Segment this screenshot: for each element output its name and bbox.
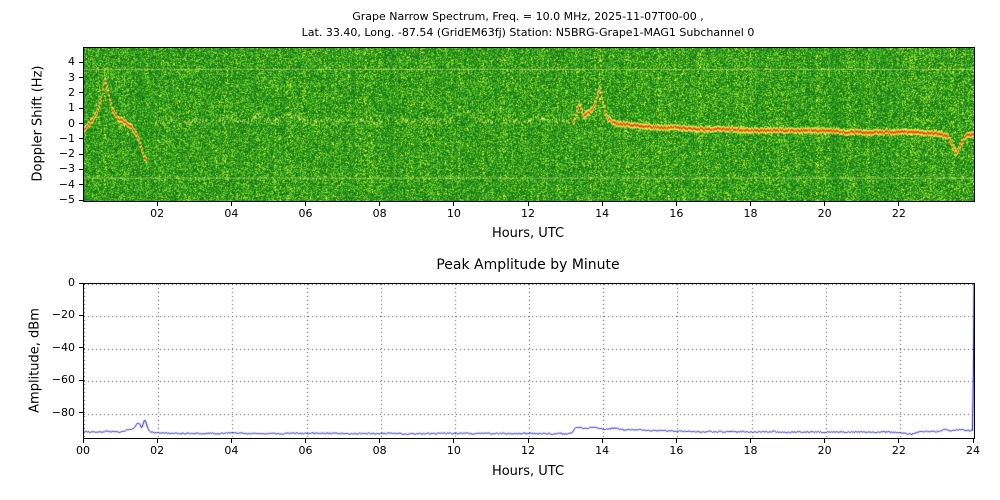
spectrogram-panel <box>83 47 975 202</box>
doppler-x-tick-label: 22 <box>884 207 914 220</box>
doppler-y-tick-label: −5 <box>41 193 75 206</box>
doppler-x-tick-mark <box>305 202 306 206</box>
amplitude-y-tick-label: 0 <box>41 276 75 289</box>
amplitude-x-tick-mark <box>305 439 306 443</box>
doppler-x-tick-label: 12 <box>513 207 543 220</box>
amplitude-x-tick-mark <box>453 439 454 443</box>
doppler-x-tick-label: 10 <box>439 207 469 220</box>
amplitude-x-tick-mark <box>528 439 529 443</box>
amplitude-y-tick-label: −20 <box>41 308 75 321</box>
amplitude-x-tick-label: 00 <box>68 444 98 457</box>
doppler-y-tick-label: 4 <box>41 55 75 68</box>
doppler-x-tick-label: 14 <box>587 207 617 220</box>
doppler-y-tick-mark <box>79 92 83 93</box>
doppler-y-tick-label: −1 <box>41 132 75 145</box>
doppler-x-tick-mark <box>157 202 158 206</box>
doppler-y-tick-label: −4 <box>41 178 75 191</box>
doppler-x-tick-label: 18 <box>736 207 766 220</box>
amplitude-x-tick-mark <box>750 439 751 443</box>
doppler-x-tick-mark <box>379 202 380 206</box>
doppler-x-tick-mark <box>824 202 825 206</box>
amplitude-x-tick-label: 02 <box>142 444 172 457</box>
doppler-x-tick-mark <box>676 202 677 206</box>
amplitude-x-tick-mark <box>898 439 899 443</box>
doppler-x-tick-label: 08 <box>365 207 395 220</box>
doppler-y-tick-mark <box>79 184 83 185</box>
amplitude-x-tick-mark <box>157 439 158 443</box>
amplitude-x-tick-mark <box>379 439 380 443</box>
spectrogram-canvas <box>84 48 974 201</box>
amplitude-x-tick-mark <box>973 439 974 443</box>
doppler-x-tick-label: 16 <box>661 207 691 220</box>
doppler-x-tick-label: 06 <box>291 207 321 220</box>
doppler-y-tick-mark <box>79 154 83 155</box>
amplitude-xaxis-label: Hours, UTC <box>83 464 973 479</box>
amplitude-axis-label: Amplitude, dBm <box>28 261 43 461</box>
doppler-y-tick-label: 3 <box>41 71 75 84</box>
amplitude-y-tick-mark <box>79 380 83 381</box>
doppler-y-tick-label: 1 <box>41 101 75 114</box>
amplitude-x-tick-label: 24 <box>958 444 988 457</box>
amplitude-canvas <box>84 284 974 438</box>
amplitude-y-tick-mark <box>79 315 83 316</box>
doppler-y-tick-label: 2 <box>41 86 75 99</box>
doppler-x-tick-mark <box>898 202 899 206</box>
amplitude-y-tick-label: −40 <box>41 341 75 354</box>
doppler-x-tick-mark <box>750 202 751 206</box>
doppler-y-tick-label: 0 <box>41 117 75 130</box>
amplitude-y-tick-label: −80 <box>41 406 75 419</box>
amplitude-x-tick-label: 06 <box>291 444 321 457</box>
doppler-x-tick-mark <box>602 202 603 206</box>
doppler-x-tick-mark <box>453 202 454 206</box>
amplitude-y-tick-mark <box>79 283 83 284</box>
doppler-y-tick-label: −2 <box>41 147 75 160</box>
amplitude-x-tick-mark <box>83 439 84 443</box>
doppler-y-tick-mark <box>79 77 83 78</box>
amplitude-x-tick-label: 16 <box>661 444 691 457</box>
amplitude-y-tick-mark <box>79 412 83 413</box>
doppler-y-tick-mark <box>79 62 83 63</box>
amplitude-x-tick-label: 10 <box>439 444 469 457</box>
doppler-x-tick-mark <box>231 202 232 206</box>
amplitude-y-tick-mark <box>79 347 83 348</box>
amplitude-x-tick-mark <box>676 439 677 443</box>
amplitude-chart-title: Peak Amplitude by Minute <box>83 257 973 273</box>
amplitude-x-tick-mark <box>602 439 603 443</box>
amplitude-x-tick-label: 14 <box>587 444 617 457</box>
spectrogram-xaxis-label: Hours, UTC <box>83 226 973 241</box>
amplitude-x-tick-label: 08 <box>365 444 395 457</box>
amplitude-x-tick-label: 18 <box>736 444 766 457</box>
doppler-y-tick-mark <box>79 138 83 139</box>
amplitude-x-tick-label: 12 <box>513 444 543 457</box>
doppler-y-tick-mark <box>79 108 83 109</box>
amplitude-x-tick-mark <box>824 439 825 443</box>
amplitude-x-tick-label: 04 <box>216 444 246 457</box>
doppler-y-tick-mark <box>79 123 83 124</box>
grape-spectrum-figure: Grape Narrow Spectrum, Freq. = 10.0 MHz,… <box>0 0 1000 500</box>
doppler-x-tick-label: 20 <box>810 207 840 220</box>
doppler-y-tick-mark <box>79 200 83 201</box>
amplitude-x-tick-mark <box>231 439 232 443</box>
amplitude-panel <box>83 283 975 439</box>
doppler-x-tick-label: 02 <box>142 207 172 220</box>
doppler-y-tick-mark <box>79 169 83 170</box>
figure-title-line2: Lat. 33.40, Long. -87.54 (GridEM63fj) St… <box>83 26 973 39</box>
doppler-x-tick-mark <box>528 202 529 206</box>
figure-title-line1: Grape Narrow Spectrum, Freq. = 10.0 MHz,… <box>83 10 973 23</box>
amplitude-x-tick-label: 22 <box>884 444 914 457</box>
doppler-x-tick-label: 04 <box>216 207 246 220</box>
amplitude-y-tick-label: −60 <box>41 373 75 386</box>
amplitude-x-tick-label: 20 <box>810 444 840 457</box>
doppler-y-tick-label: −3 <box>41 162 75 175</box>
